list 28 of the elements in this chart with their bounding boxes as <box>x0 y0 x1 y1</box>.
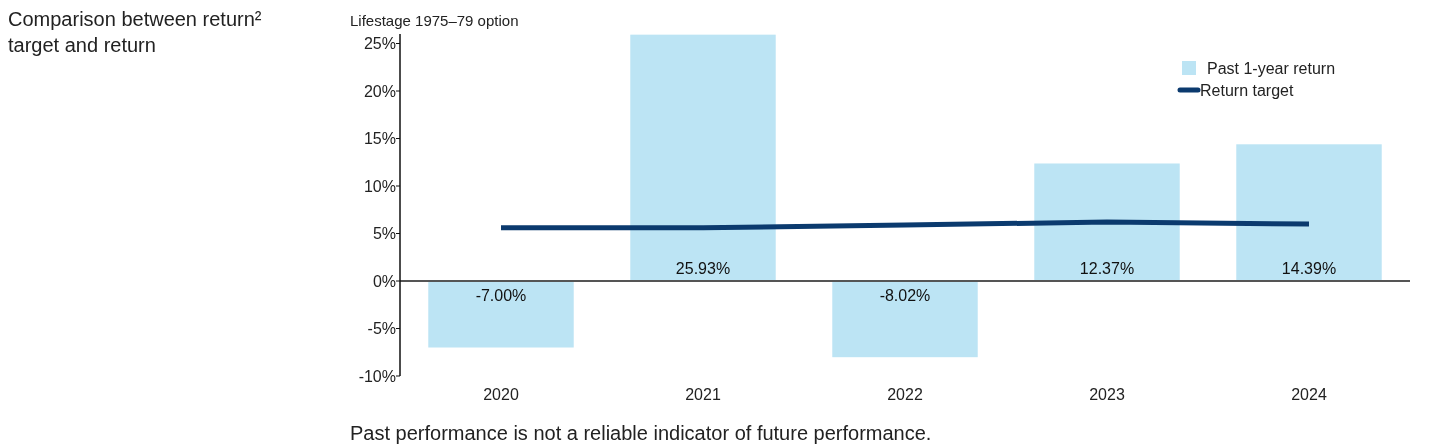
data-label: -8.02% <box>879 287 931 304</box>
bar <box>630 34 776 281</box>
chart-subtitle: Lifestage 1975–79 option <box>350 12 519 29</box>
y-tick-label: -5% <box>367 320 396 338</box>
y-tick-label: 25% <box>363 35 396 53</box>
legend-label: Past 1-year return <box>1207 59 1336 77</box>
bar <box>1236 144 1382 281</box>
x-tick-label: 2020 <box>483 386 519 403</box>
y-tick-label: 20% <box>363 82 396 100</box>
x-tick-label: 2023 <box>1089 386 1125 403</box>
x-tick-label: 2024 <box>1291 386 1327 403</box>
y-tick-label: 0% <box>372 272 396 290</box>
y-tick-label: -10% <box>358 367 396 385</box>
x-tick-label: 2021 <box>685 386 721 403</box>
data-label: 25.93% <box>675 260 731 277</box>
x-tick-label: 2022 <box>887 386 923 403</box>
y-tick-label: 5% <box>372 225 396 243</box>
y-tick-label: 15% <box>363 130 396 148</box>
data-label: 14.39% <box>1281 260 1337 277</box>
legend-label: Return target <box>1200 81 1294 99</box>
text: Comparison between return² target and return <box>8 7 263 58</box>
bar <box>832 281 978 358</box>
data-label: -7.00% <box>475 287 527 304</box>
bar <box>428 281 574 348</box>
bar <box>1034 163 1180 281</box>
data-label: 12.37% <box>1079 260 1135 277</box>
y-tick-label: 10% <box>363 177 396 195</box>
text: Past performance is not a reliable indicator of future performance. <box>350 422 932 444</box>
